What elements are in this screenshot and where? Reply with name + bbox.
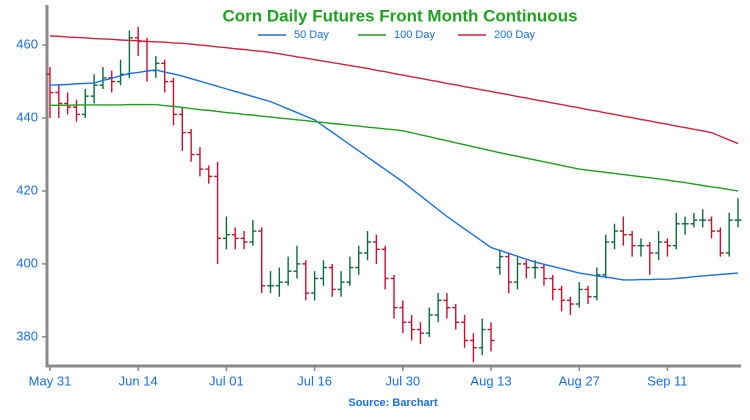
ma-line [49,35,739,145]
x-tick-label: Sep 11 [647,373,687,388]
ma-line [50,103,739,192]
x-tick-label: Jul 30 [385,373,420,388]
legend-label: 100 Day [394,29,435,41]
x-tick-label: May 31 [29,373,72,388]
legend-label: 200 Day [494,29,535,41]
y-tick-label: 400 [16,255,38,270]
y-tick-label: 380 [16,328,38,343]
x-tick-label: Aug 27 [559,373,600,388]
chart-title: Corn Daily Futures Front Month Continuou… [222,6,577,25]
x-tick-label: Aug 13 [470,373,511,388]
ma-line [49,69,739,281]
x-tick-label: Jul 01 [209,373,244,388]
y-tick-label: 460 [16,37,38,52]
source-note: Source: Barchart [348,397,438,409]
legend-label: 50 Day [294,29,329,41]
y-tick-label: 440 [16,109,38,124]
y-tick-label: 420 [16,182,38,197]
x-tick-label: Jul 16 [297,373,332,388]
x-tick-label: Jun 14 [119,373,158,388]
